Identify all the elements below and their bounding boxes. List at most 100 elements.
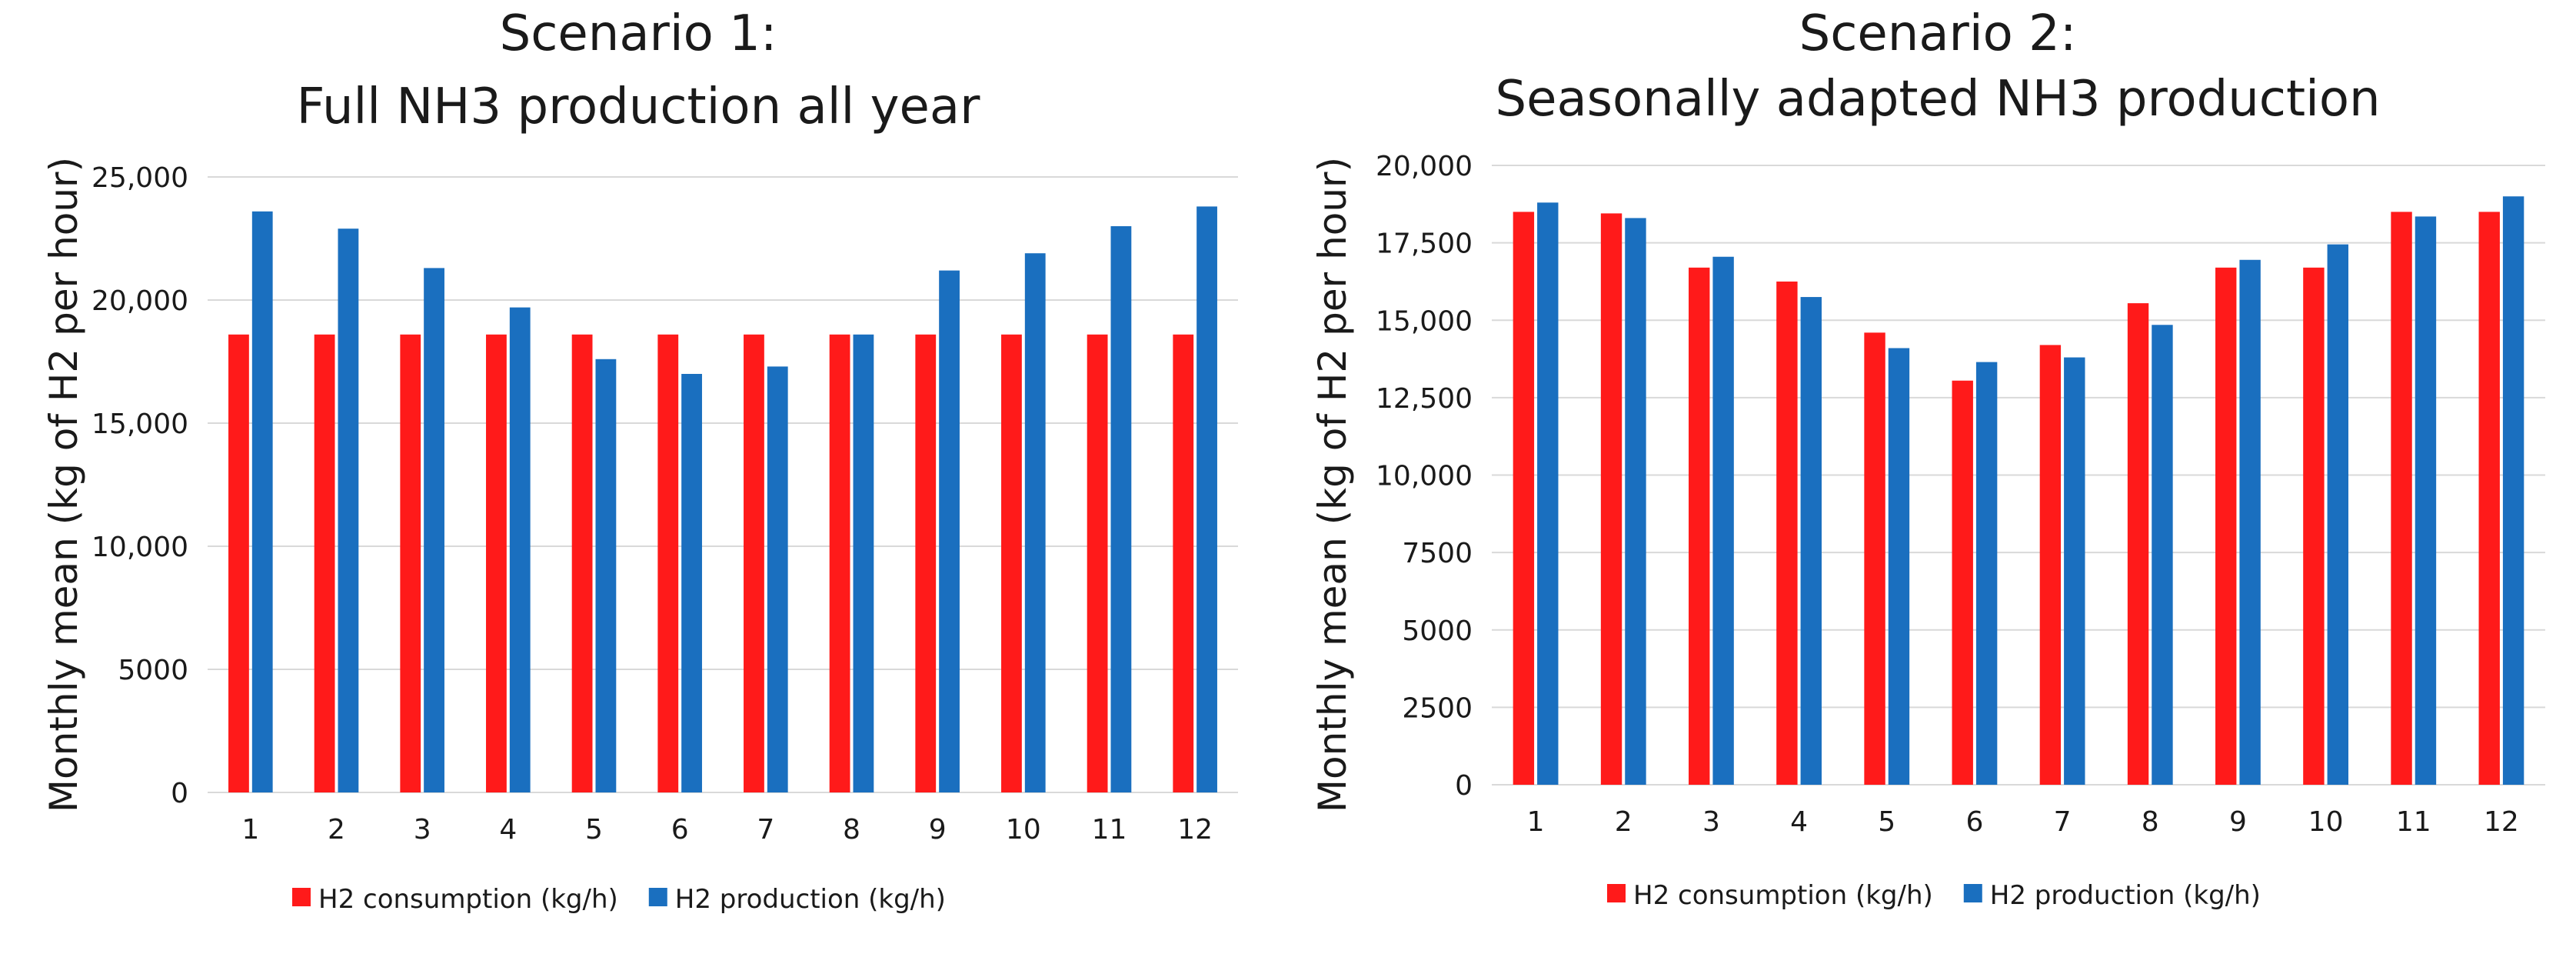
legend-swatch-consumption <box>292 888 311 906</box>
bar-h2-consumption <box>2478 212 2500 785</box>
legend-label-production: H2 production (kg/h) <box>675 884 946 915</box>
y-tick-label: 15,000 <box>1376 305 1473 337</box>
bar-h2-consumption <box>228 334 249 792</box>
x-tick-label: 5 <box>1878 806 1895 838</box>
x-tick-label: 6 <box>1965 806 1983 838</box>
x-tick-label: 1 <box>241 814 259 846</box>
bar-h2-consumption <box>2391 212 2412 785</box>
y-tick-label: 20,000 <box>92 285 188 317</box>
y-tick-label: 10,000 <box>92 532 188 563</box>
bar-h2-consumption <box>571 334 593 792</box>
x-tick-label: 6 <box>671 814 689 846</box>
y-tick-label: 10,000 <box>1376 461 1473 492</box>
bar-h2-production <box>1196 206 1217 792</box>
x-tick-label: 10 <box>1006 814 1041 846</box>
bar-h2-consumption <box>1952 380 1973 785</box>
legend-swatch-production <box>648 888 667 906</box>
chart-title-line-2: Full NH3 production all year <box>297 78 980 135</box>
bar-h2-consumption <box>829 334 850 792</box>
x-tick-label: 2 <box>328 814 345 846</box>
bar-h2-production <box>767 366 788 792</box>
bar-h2-consumption <box>486 334 507 792</box>
bar-h2-production <box>681 374 702 792</box>
scenario-1-chart: Scenario 1: Full NH3 production all year… <box>42 5 1238 915</box>
bar-h2-production <box>1888 348 1910 786</box>
bar-h2-production <box>595 359 617 792</box>
bar-h2-consumption <box>2303 267 2325 785</box>
bar-h2-production <box>1712 256 1734 785</box>
bar-h2-production <box>2239 259 2261 785</box>
bar-h2-production <box>1800 297 1822 785</box>
bar-h2-consumption <box>314 334 335 792</box>
x-tick-label: 10 <box>2308 806 2344 838</box>
bar-h2-consumption <box>2127 303 2149 785</box>
y-tick-label: 5000 <box>118 655 188 686</box>
legend: H2 consumption (kg/h) H2 production (kg/h… <box>1607 880 2261 911</box>
y-tick-label: 2500 <box>1402 692 1473 724</box>
x-tick-label: 12 <box>2484 806 2519 838</box>
bar-h2-production <box>2415 216 2437 786</box>
plot-area: 0 2500 5000 7500 10,000 12,500 15,000 17,500 20,… <box>1376 151 2545 838</box>
chart-title-line-1: Scenario 1: <box>500 5 777 62</box>
x-tick-label: 8 <box>2142 806 2159 838</box>
bar-h2-consumption <box>1776 281 1798 785</box>
scenario-1-chart-panel: Scenario 1: Full NH3 production all year… <box>0 0 1276 954</box>
bar-h2-consumption <box>1001 334 1022 792</box>
bar-h2-consumption <box>915 334 937 792</box>
bar-h2-production <box>1024 253 1046 792</box>
bar-h2-consumption <box>2039 345 2062 785</box>
y-tick-label: 20,000 <box>1376 151 1473 182</box>
bar-h2-consumption <box>2215 267 2237 785</box>
bar-h2-consumption <box>1513 212 1535 785</box>
bar-h2-production <box>1537 202 1559 785</box>
x-tick-label: 7 <box>757 814 774 846</box>
y-tick-label: 25,000 <box>92 162 188 194</box>
bar-h2-consumption <box>1087 334 1108 792</box>
bar-h2-production <box>853 334 874 792</box>
y-tick-label: 15,000 <box>92 409 188 440</box>
x-tick-label: 5 <box>585 814 603 846</box>
bar-h2-consumption <box>1600 213 1622 785</box>
y-axis-label: Monthly mean (kg of H2 per hour) <box>1310 157 1355 812</box>
y-axis-label: Monthly mean (kg of H2 per hour) <box>42 157 86 812</box>
bar-h2-production <box>1625 218 1646 785</box>
x-tick-label: 9 <box>2229 806 2247 838</box>
y-tick-label: 0 <box>171 778 188 809</box>
x-tick-label: 2 <box>1615 806 1632 838</box>
legend-label-consumption: H2 consumption (kg/h) <box>318 884 618 915</box>
bar-h2-production <box>939 270 960 793</box>
x-tick-label: 4 <box>499 814 517 846</box>
x-tick-label: 11 <box>1092 814 1127 846</box>
bar-h2-consumption <box>744 334 764 792</box>
bar-h2-consumption <box>400 334 421 792</box>
legend-label-production: H2 production (kg/h) <box>1990 880 2261 911</box>
x-tick-label: 8 <box>843 814 860 846</box>
bar-h2-production <box>1975 362 1998 785</box>
x-tick-label: 3 <box>414 814 431 846</box>
scenario-2-chart: Scenario 2: Seasonally adapted NH3 produ… <box>1310 5 2545 911</box>
bar-h2-production <box>2152 325 2173 786</box>
scenario-2-chart-panel: Scenario 2: Seasonally adapted NH3 produ… <box>1300 0 2576 954</box>
x-tick-label: 12 <box>1177 814 1213 846</box>
bar-h2-production <box>424 268 444 792</box>
bar-h2-consumption <box>1864 332 1885 786</box>
x-tick-label: 1 <box>1527 806 1545 838</box>
y-tick-label: 7500 <box>1402 538 1473 569</box>
legend-swatch-production <box>1963 884 1982 902</box>
y-tick-label: 17,500 <box>1376 228 1473 260</box>
x-tick-label: 11 <box>2396 806 2431 838</box>
bar-h2-consumption <box>1173 334 1194 792</box>
y-tick-label: 5000 <box>1402 615 1473 647</box>
chart-title-line-2: Seasonally adapted NH3 production <box>1495 71 2380 128</box>
x-tick-label: 3 <box>1702 806 1720 838</box>
legend-swatch-consumption <box>1607 884 1626 902</box>
y-tick-label: 12,500 <box>1376 383 1473 415</box>
y-tick-label: 0 <box>1455 770 1473 802</box>
x-tick-label: 9 <box>929 814 947 846</box>
bar-h2-production <box>509 307 531 793</box>
bar-h2-production <box>2327 244 2348 785</box>
bar-h2-production <box>2064 357 2085 785</box>
bar-h2-production <box>1110 226 1132 792</box>
legend-label-consumption: H2 consumption (kg/h) <box>1633 880 1933 911</box>
bar-h2-consumption <box>1689 267 1710 785</box>
